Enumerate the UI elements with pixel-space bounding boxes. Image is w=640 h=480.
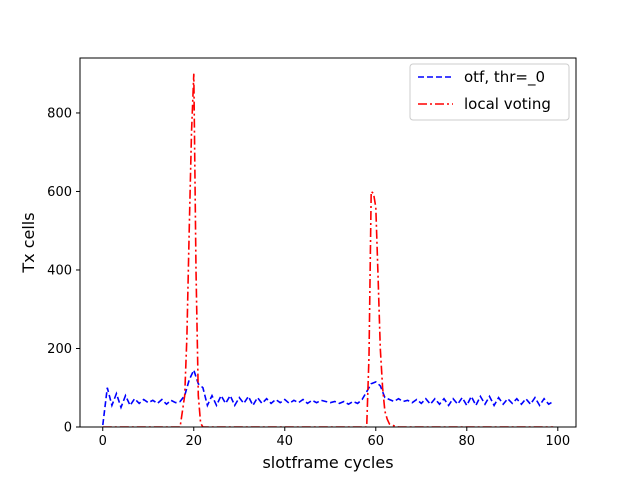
- legend-label: local voting: [464, 95, 551, 113]
- x-axis: 0 20 40 60 80 100: [99, 427, 570, 449]
- x-tick-label: 60: [368, 434, 385, 449]
- legend-label: otf, thr=_0: [464, 68, 545, 87]
- y-tick-label: 600: [47, 185, 72, 200]
- x-tick-label: 80: [459, 434, 476, 449]
- x-tick-label: 20: [185, 434, 202, 449]
- y-tick-label: 200: [47, 342, 72, 357]
- legend-box: [409, 63, 570, 121]
- plot-frame: [79, 57, 577, 428]
- x-axis-title: slotframe cycles: [262, 453, 393, 472]
- series-line-1: [102, 367, 554, 426]
- y-tick-label: 400: [47, 263, 72, 278]
- plot-lines: [102, 73, 554, 427]
- y-tick-label: 800: [47, 106, 72, 121]
- series-line-2: [102, 73, 554, 427]
- y-axis: 0 200 400 600 800: [47, 106, 80, 436]
- y-axis-title: Tx cells: [19, 212, 38, 273]
- x-tick-label: 40: [276, 434, 293, 449]
- x-tick-label: 100: [545, 434, 570, 449]
- y-tick-label: 0: [64, 421, 72, 436]
- x-tick-label: 0: [99, 434, 107, 449]
